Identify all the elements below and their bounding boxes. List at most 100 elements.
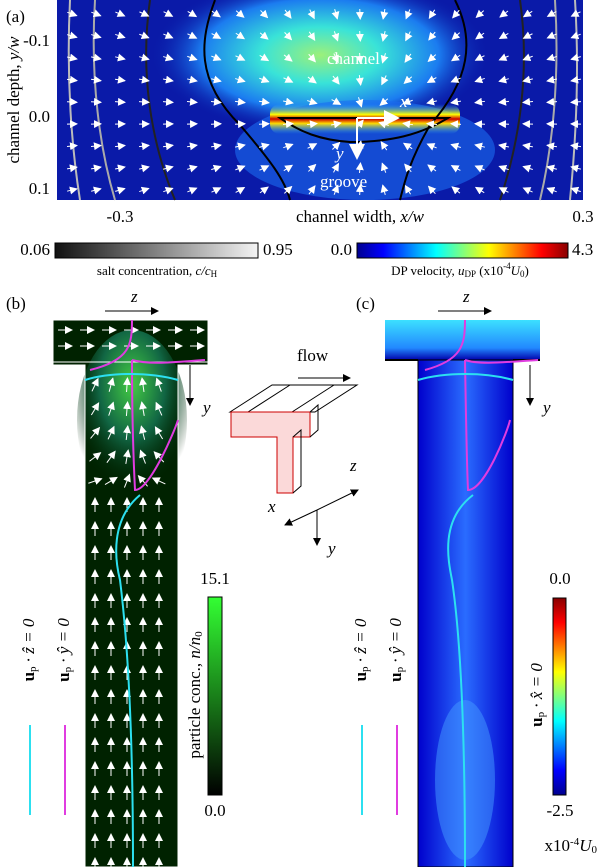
flow-arrow [90,402,100,416]
dp-colorbar [356,242,569,259]
flow-arrow [474,75,485,84]
flow-arrow [162,97,174,106]
flow-arrow [380,184,389,195]
flow-arrow [522,97,534,106]
flow-arrow [451,31,461,41]
flow-arrow [187,31,198,39]
legend-z: up · ẑ = 0 [19,618,39,681]
panel-a: channel groove x y (a) -0.1 0.0 0.1 -0.3… [4,0,594,226]
y-tick-label: 0.1 [29,179,50,198]
flow-arrow [498,31,509,40]
flow-arrow [259,186,269,195]
flow-arrow [306,120,318,129]
flow-arrow [331,162,340,173]
flow-arrow [402,120,414,129]
panel-label: (c) [356,294,375,313]
flow-arrow [307,31,316,42]
flow-arrow [380,162,389,173]
flow-arrow [450,120,462,129]
x-tick-label: 0.3 [572,207,593,226]
flow-arrow [210,142,222,151]
flow-arrow [450,142,461,151]
flow-arrow [307,53,316,63]
flow-arrow [474,53,485,61]
flow-arrow [546,186,557,195]
flow-arrow [187,164,198,173]
flow-arrow [405,9,413,20]
flow-arrow [546,75,557,84]
flow-arrow [139,186,150,195]
legend-y: up · ŷ = 0 [54,618,74,682]
colorbar-max: 0.0 [549,569,570,588]
flow-arrow [570,97,582,106]
flow-arrow [404,184,413,195]
flow-arrow [452,9,461,19]
flow-arrow [402,142,413,151]
flow-arrow [283,164,294,173]
flow-arrow [67,9,78,18]
flow-arrow [307,143,318,151]
flow-arrow [570,186,581,195]
flow-arrow [115,31,126,40]
colorbar-max: 15.1 [200,569,230,588]
flow-arrow [546,31,557,39]
flow-arrow [155,377,163,392]
flow-arrow [570,53,581,62]
groove-label: groove [320,172,367,191]
flow-arrow [331,120,342,129]
axis-z: z [349,456,357,475]
flow-arrow [91,186,102,195]
flow-arrow [259,142,270,151]
flow-arrow [546,53,557,62]
colorbar-max: 0.95 [263,240,293,259]
flow-arrow [307,163,317,173]
flow-arrow [186,142,198,151]
flow-arrow [138,97,150,106]
flow-arrow [474,120,486,129]
flow-arrow [139,164,150,173]
flow-arrow [450,75,461,83]
flow-arrow [331,31,340,42]
flow-arrow [235,75,246,84]
flow-arrow [402,97,413,106]
colorbar-unit: x10-4U0 [545,836,598,856]
y-axis-label: channel depth, y/w [4,36,23,164]
flow-arrow [115,164,126,173]
flow-arrow [88,477,103,485]
flow-arrow [115,9,126,17]
contours [67,0,579,201]
flow-arrow [187,9,198,18]
flow-arrow [307,97,318,106]
flow-arrow [331,141,341,151]
flow-arrow [259,53,270,62]
flow-arrow [235,165,246,173]
colorbar-label: up · x̂ = 0 [527,663,547,727]
flow-arrow [283,142,294,151]
flow-arrow [283,75,294,83]
legend-y: up · ŷ = 0 [386,618,406,682]
flow-arrow [235,9,245,18]
flow-arrow [234,97,246,106]
colorbar-label: particle conc., n/n0 [185,631,205,759]
colorbar-min: 0.06 [20,240,50,259]
flow-arrow [259,165,270,173]
flow-arrow [154,426,164,440]
flow-arrow [259,9,269,19]
flow-arrow [570,164,581,173]
flow-arrow [427,53,437,63]
flow-arrow [570,142,582,151]
flow-arrow [404,163,413,173]
flow-arrow [498,75,509,84]
flow-arrow [67,186,78,195]
flow-arrow [307,75,317,84]
flow-label: flow [297,346,329,365]
flow-arrow [331,9,340,20]
flow-arrow [153,451,165,463]
flow-arrow [546,164,557,173]
panel-c: (c) z y 0.0 -2.5 x10-4U0 up · x̂ = 0 up … [351,287,598,867]
flow-arrow [570,31,581,40]
flow-arrow [115,186,126,195]
flow-arrow [106,450,116,463]
flow-arrow [474,186,485,195]
flow-arrow [211,31,222,39]
